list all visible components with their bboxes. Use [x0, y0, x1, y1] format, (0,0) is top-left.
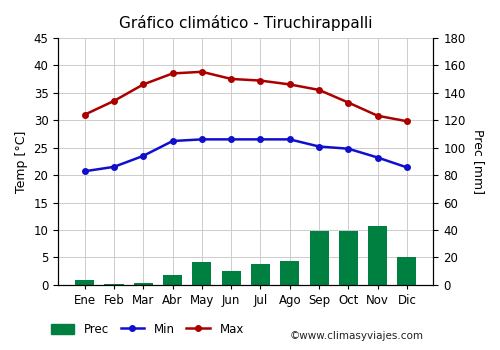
Bar	[368, 226, 387, 285]
Bar	[192, 262, 212, 285]
Bar	[104, 284, 124, 285]
Title: Gráfico climático - Tiruchirappalli: Gráfico climático - Tiruchirappalli	[119, 15, 372, 31]
Bar	[251, 264, 270, 285]
Bar	[339, 231, 358, 285]
Y-axis label: Prec [mm]: Prec [mm]	[472, 129, 485, 194]
Bar	[222, 271, 240, 285]
Text: ©www.climasyviajes.com: ©www.climasyviajes.com	[290, 331, 424, 341]
Bar	[280, 261, 299, 285]
Bar	[163, 275, 182, 285]
Bar	[310, 231, 328, 285]
Y-axis label: Temp [°C]: Temp [°C]	[15, 130, 28, 192]
Bar	[134, 283, 153, 285]
Bar	[75, 280, 94, 285]
Bar	[398, 257, 416, 285]
Legend: Prec, Min, Max: Prec, Min, Max	[46, 318, 248, 341]
